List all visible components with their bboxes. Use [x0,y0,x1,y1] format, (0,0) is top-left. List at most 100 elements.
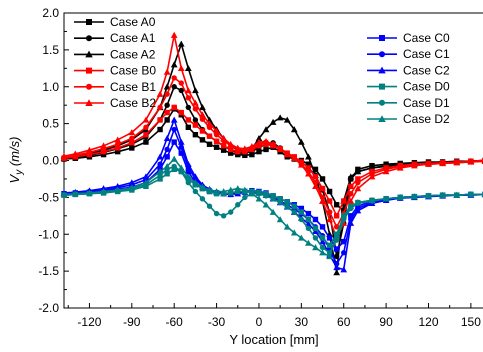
data-point-case-c0 [298,205,305,212]
x-tick-label: 0 [256,315,263,329]
data-point-case-d2 [163,163,171,170]
data-point-case-b2 [114,136,122,143]
data-point-case-b1 [157,104,163,111]
data-point-case-d1 [171,163,177,170]
y-tick-label: 2.0 [42,6,59,20]
data-point-case-a0 [319,176,326,182]
legend-marker-case-d2 [378,115,386,122]
data-point-case-b2 [326,216,333,223]
data-point-case-d1 [291,209,297,215]
data-point-case-d2 [206,186,213,193]
data-point-case-b1 [129,135,135,142]
data-point-case-d0 [326,242,333,249]
data-point-case-d1 [305,225,312,232]
data-point-case-d1 [213,210,220,217]
data-point-case-d0 [228,190,234,196]
data-point-case-c0 [348,213,354,219]
data-point-case-b2 [241,145,249,152]
data-point-case-d2 [241,186,249,193]
data-point-case-b2 [227,140,235,147]
legend-label-case-a2: Case A2 [110,47,156,61]
data-point-case-d2 [312,244,319,251]
x-tick-label: 60 [337,315,351,329]
data-point-case-d2 [269,208,277,215]
data-point-case-a2 [283,116,291,123]
data-point-case-a2 [305,153,312,160]
data-point-case-b0 [319,185,326,192]
data-point-case-d0 [312,225,319,232]
data-point-case-a0 [326,188,333,195]
y-tick-label: 1.5 [42,43,59,57]
data-point-case-b0 [228,146,234,153]
data-point-case-d2 [326,253,333,260]
data-point-case-b0 [129,140,135,146]
legend-marker-case-c1 [379,51,385,58]
data-point-case-d2 [283,223,291,230]
series-line-case-d0 [63,168,483,247]
legend-marker-case-c0 [379,35,385,41]
y-tick-label: -2.0 [38,301,59,315]
data-point-case-a1 [171,84,177,90]
y-axis-label-unit: (m/s) [7,137,22,167]
x-axis-label: Y location [mm] [229,332,318,347]
data-point-case-c0 [333,246,340,252]
y-tick-label: 0.0 [42,154,59,168]
data-point-case-d2 [192,179,199,186]
x-tick-label: 120 [418,315,438,329]
series-layer [60,31,483,276]
data-point-case-d0 [305,216,312,223]
data-point-case-d2 [114,186,122,193]
legend-marker-case-c2 [378,66,386,74]
data-point-case-b2 [382,168,390,175]
legend-marker-case-a1 [86,35,92,42]
data-point-case-c0 [319,224,326,230]
data-point-case-b0 [178,109,184,116]
legend-label-case-a0: Case A0 [110,15,156,29]
data-point-case-d2 [333,232,341,239]
data-point-case-b1 [348,190,354,197]
data-point-case-d0 [319,235,326,241]
data-point-case-c0 [164,154,170,160]
data-point-case-d2 [290,229,298,236]
y-axis-label-sub: y [14,169,25,176]
data-point-case-b0 [206,133,213,139]
data-point-case-b0 [333,213,340,219]
data-point-case-a2 [262,126,270,133]
data-point-case-d1 [319,244,326,251]
series-case-b2 [60,31,483,241]
y-tick-label: -0.5 [38,190,59,204]
legend-label-case-c1: Case C1 [403,47,450,61]
data-point-case-b2 [100,142,107,149]
data-point-case-c0 [178,150,184,156]
data-point-case-b0 [213,138,220,145]
data-point-case-d2 [86,189,93,196]
data-point-case-b2 [71,150,79,157]
x-axis-ticks: -120 -90 -60 -30 0 30 60 90 120 150 [67,303,481,329]
data-point-case-a0 [143,139,149,145]
data-point-case-d2 [255,195,263,202]
data-point-case-a2 [184,64,192,72]
data-point-case-b2 [163,68,171,75]
y-axis-ticks: 2.0 1.5 1.0 0.5 0.0 -0.5 -1.0 -1.5 -2.0 [38,6,69,315]
data-point-case-b0 [355,176,361,182]
data-point-case-b1 [185,95,192,101]
data-point-case-c2 [156,153,164,160]
data-point-case-c2 [114,182,122,190]
legend-right: Case C0 Case C1 Case C2 Case D0 Case D1 Case … [367,31,450,126]
data-point-case-b0 [185,117,192,123]
legend-marker-case-a0 [86,19,92,25]
legend-label-case-c2: Case C2 [403,63,450,77]
data-point-case-b2 [86,146,93,153]
data-point-case-b0 [326,198,333,204]
data-point-case-b2 [290,154,298,161]
data-point-case-d0 [291,203,297,209]
data-point-case-d2 [60,191,68,198]
data-point-case-c2 [333,264,341,271]
series-case-a1 [61,84,483,260]
data-point-case-a0 [220,147,227,153]
data-point-case-d2 [184,173,192,180]
y-axis-label: Vy (m/s) [7,137,25,184]
legend-left: Case A0 Case A1 Case A2 Case B0 Case B1 Case … [74,15,156,110]
data-point-case-c0 [341,238,347,245]
data-point-case-a0 [157,126,163,133]
